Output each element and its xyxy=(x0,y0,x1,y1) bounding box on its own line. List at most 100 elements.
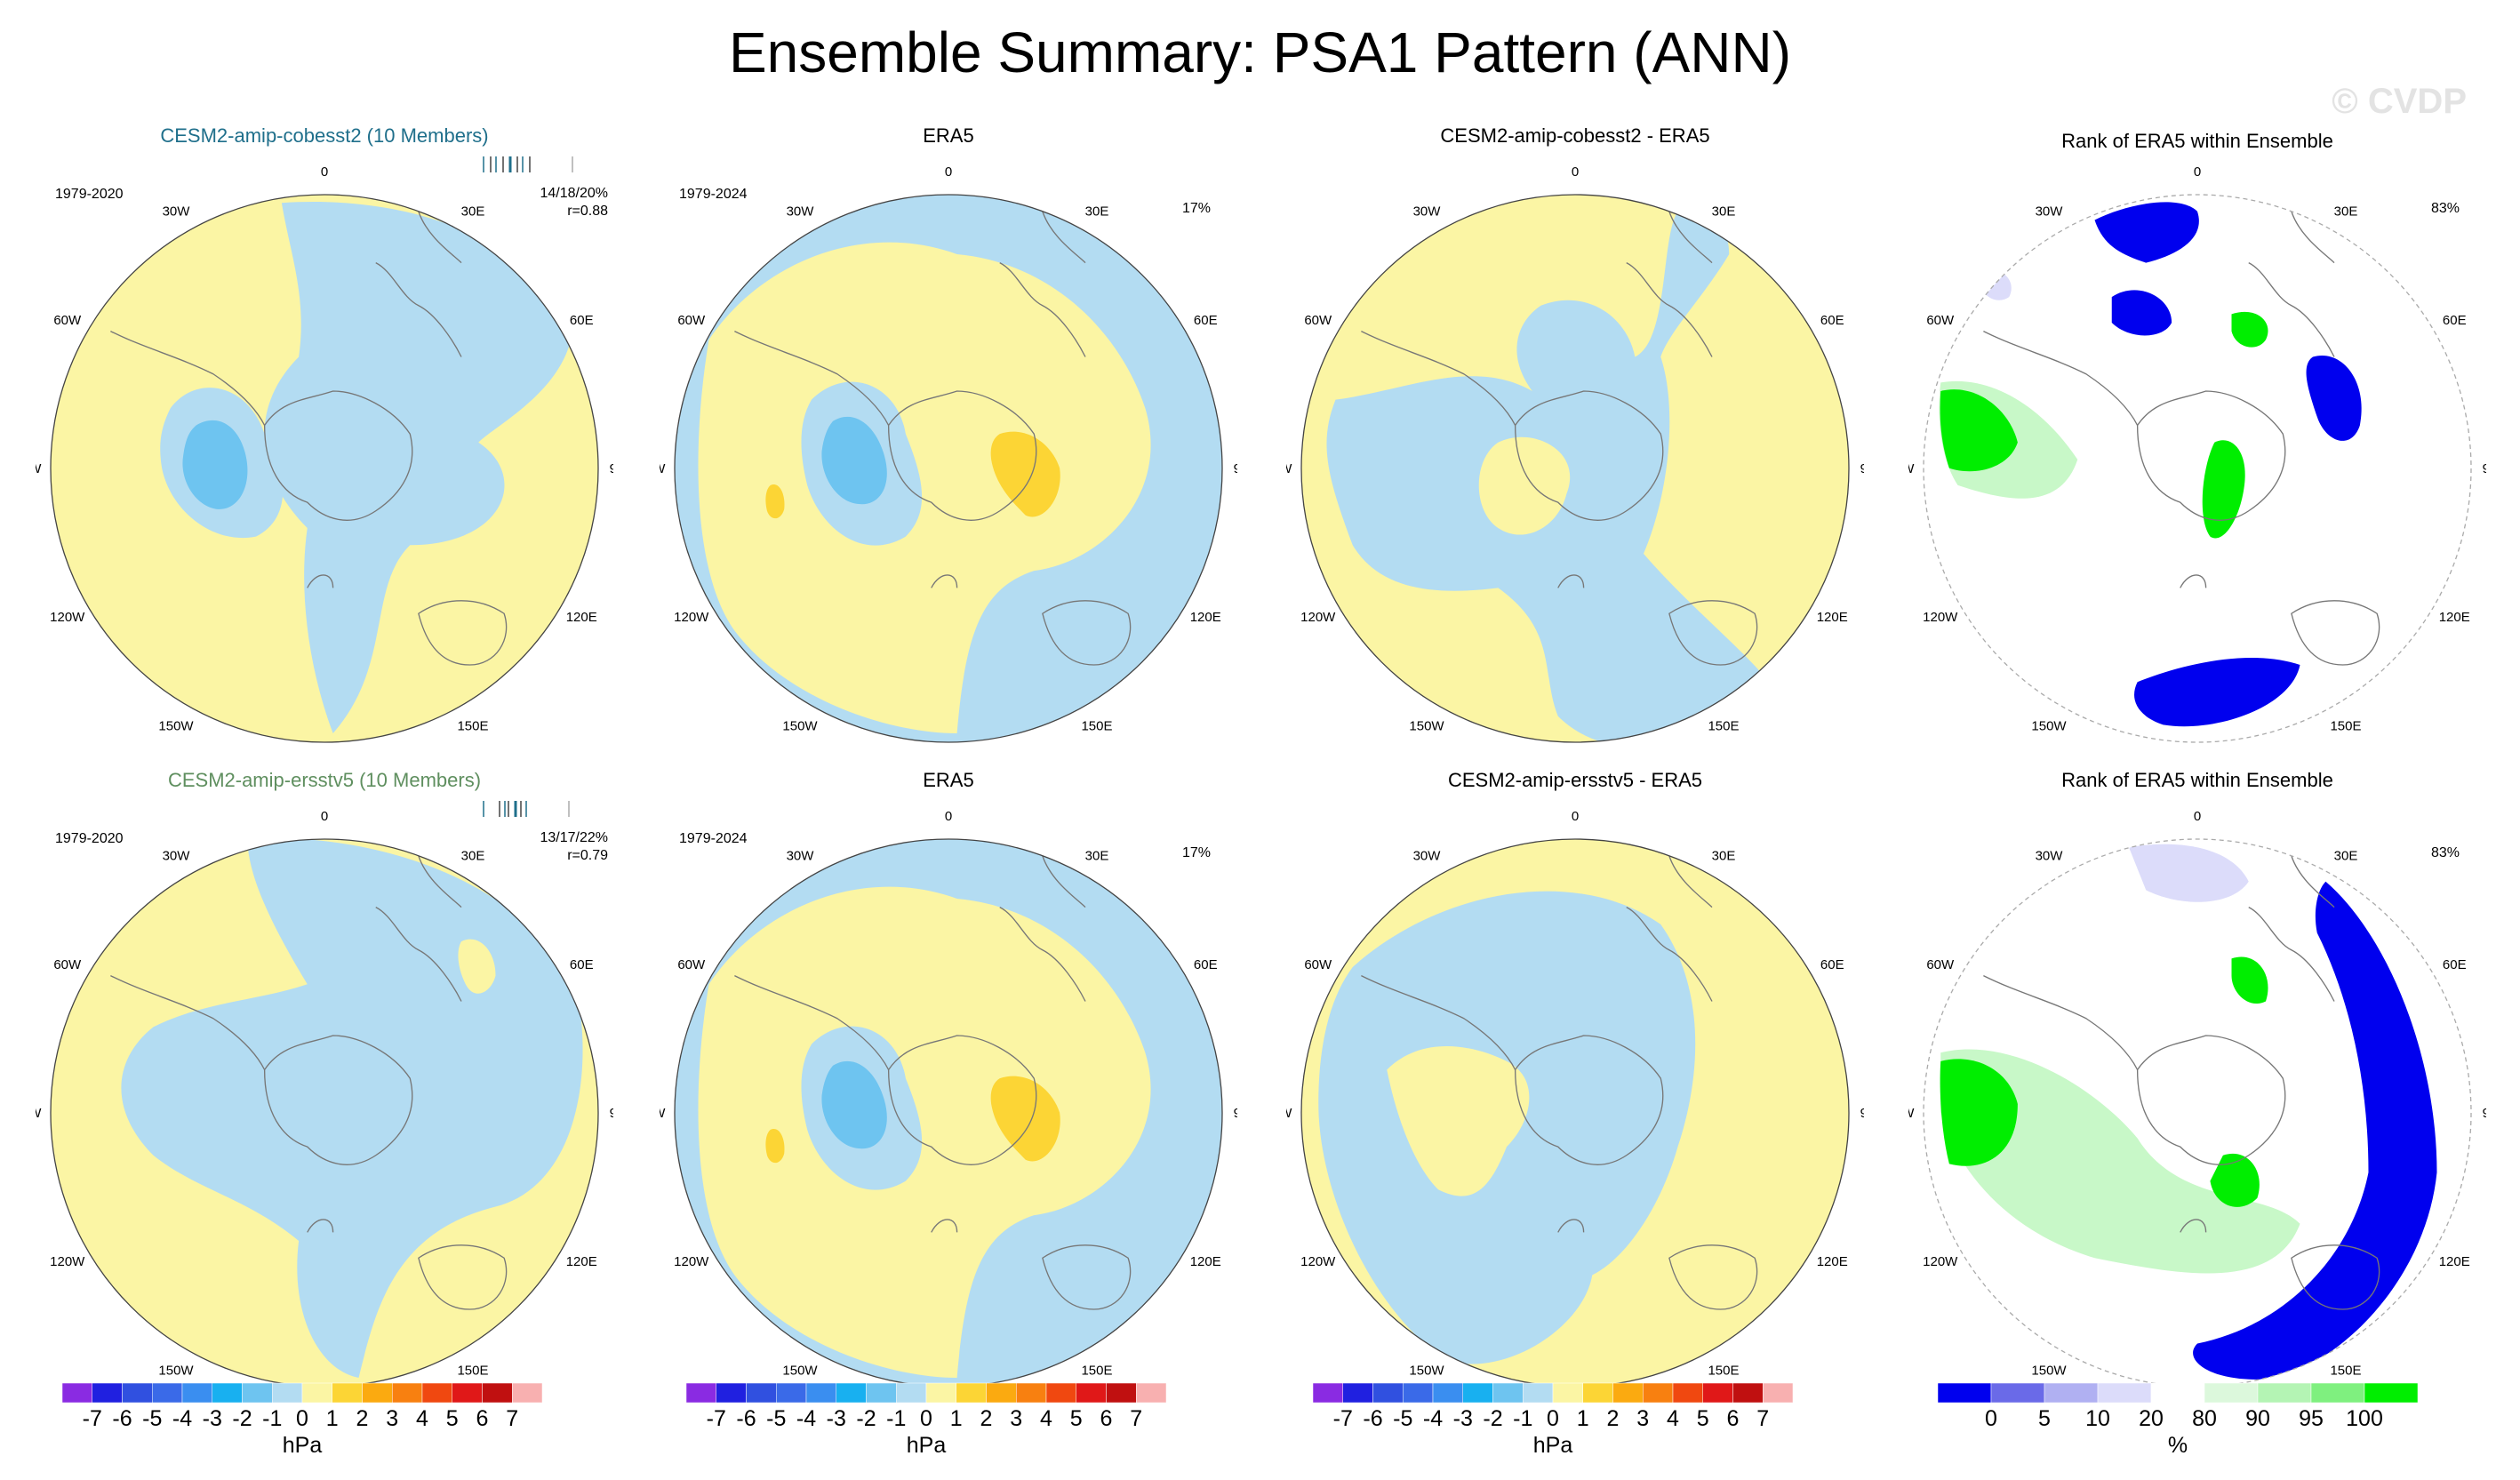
colorbar-swatch xyxy=(1732,1382,1764,1404)
longitude-label: 90W xyxy=(1286,461,1292,476)
colorbar-tick: -6 xyxy=(1363,1406,1382,1431)
longitude-label: 0 xyxy=(2194,164,2201,180)
longitude-label: 120W xyxy=(1923,610,1958,625)
colorbar-tick: 0 xyxy=(920,1406,932,1431)
longitude-label: 60E xyxy=(1820,957,1844,972)
colorbar-tick: 5 xyxy=(1070,1406,1083,1431)
variance-percent: 83% xyxy=(2430,845,2460,860)
polar-map: 030E60E90E120E150E180150W120W90W60W30W xyxy=(36,164,613,743)
longitude-label: 30W xyxy=(787,849,815,864)
colorbar-tick: 3 xyxy=(1010,1406,1022,1431)
longitude-label: 120W xyxy=(50,1254,85,1269)
colorbar-tick: -1 xyxy=(886,1406,906,1431)
longitude-label: 30W xyxy=(163,204,191,220)
map-panel-diff: CESM2-amip-cobesst2 - ERA5 0 30E 60E 90E 120E… xyxy=(1286,124,1864,836)
longitude-label: 30E xyxy=(461,849,485,864)
colorbar-swatch xyxy=(122,1382,153,1404)
longitude-label: 120E xyxy=(2439,1254,2470,1269)
colorbar-tick: -6 xyxy=(736,1406,756,1431)
contour-region-3 xyxy=(990,431,1060,517)
longitude-label: 60E xyxy=(570,313,594,328)
contour-region-5 xyxy=(1940,389,2018,472)
colorbar-tick: 6 xyxy=(1727,1406,1740,1431)
contour-region-3 xyxy=(1940,1059,2018,1166)
hpa-colorbar: -7 -6 -5 -4 -3 -2 -1 0 1 2 3 4 5 6 7 hPa xyxy=(53,1380,551,1464)
longitude-label: 30W xyxy=(1413,849,1442,864)
longitude-label: 30E xyxy=(1712,204,1736,220)
colorbar-swatch xyxy=(212,1382,243,1404)
colorbar-tick: -3 xyxy=(827,1406,846,1431)
colorbar-tick: 0 xyxy=(1547,1406,1559,1431)
longitude-label: 0 xyxy=(321,164,328,180)
panel-title: ERA5 xyxy=(923,769,974,791)
contour-region-7 xyxy=(2231,311,2268,348)
colorbar-tick: -4 xyxy=(796,1406,816,1431)
panel-title: CESM2-amip-cobesst2 (10 Members) xyxy=(160,124,489,147)
polar-map: 030E60E90E120E150E180150W120W90W60W30W xyxy=(1286,164,1864,743)
colorbar-swatch xyxy=(1552,1382,1583,1404)
longitude-label: 30W xyxy=(163,849,191,864)
variance-percent: 17% xyxy=(1181,845,1211,860)
colorbar-swatch xyxy=(362,1382,393,1404)
panel-title: Rank of ERA5 within Ensemble xyxy=(2061,769,2333,791)
longitude-label: 30E xyxy=(1085,204,1109,220)
colorbar-swatch xyxy=(1702,1382,1733,1404)
longitude-label: 90E xyxy=(610,1106,613,1121)
hpa-colorbar: -7 -6 -5 -4 -3 -2 -1 0 1 2 3 4 5 6 7 hPa xyxy=(677,1380,1175,1464)
longitude-label: 60W xyxy=(1304,957,1332,972)
longitude-label: 150W xyxy=(1409,1363,1444,1378)
colorbar-tick: 2 xyxy=(356,1406,369,1431)
colorbar-tick: -1 xyxy=(262,1406,282,1431)
colorbar-swatch xyxy=(2310,1382,2365,1404)
contour-region-0 xyxy=(698,886,1151,1378)
colorbar-unit: hPa xyxy=(1533,1433,1573,1458)
contour-region-0 xyxy=(2094,202,2199,263)
colorbar-tick: 2 xyxy=(980,1406,993,1431)
longitude-label: 90W xyxy=(660,461,666,476)
contour-region-0 xyxy=(2129,844,2249,902)
longitude-label: 120E xyxy=(566,610,597,625)
ensemble-spread-bar xyxy=(483,156,573,172)
polar-map: 030E60E90E120E150E180150W120W90W60W30W xyxy=(660,164,1237,743)
longitude-label: 150E xyxy=(1081,1363,1112,1378)
colorbar-swatch xyxy=(1372,1382,1404,1404)
colorbar-swatch xyxy=(1643,1382,1674,1404)
colorbar-unit: hPa xyxy=(907,1433,947,1458)
colorbar-swatch xyxy=(482,1382,513,1404)
longitude-label: 30E xyxy=(461,204,485,220)
colorbar-tick: -6 xyxy=(112,1406,132,1431)
colorbar-tick: 6 xyxy=(1100,1406,1113,1431)
longitude-label: 150W xyxy=(2031,1363,2067,1378)
longitude-label: 120E xyxy=(1190,1254,1221,1269)
longitude-label: 150E xyxy=(1708,1363,1739,1378)
longitude-label: 150W xyxy=(158,1363,194,1378)
contour-region-6 xyxy=(2202,440,2245,539)
longitude-label: 0 xyxy=(1572,809,1579,824)
longitude-label: 0 xyxy=(321,809,328,824)
colorbar-tick: 6 xyxy=(476,1406,489,1431)
longitude-label: 60E xyxy=(2443,957,2467,972)
longitude-label: 150W xyxy=(782,718,818,733)
colorbar-tick: -7 xyxy=(1333,1406,1353,1431)
contour-region-1 xyxy=(2111,290,2172,336)
polar-map: 030E60E90E120E150E180150W120W90W60W30W xyxy=(660,809,1237,1388)
map-panel-model: CESM2-amip-ersstv5 (10 Members) 1979-2020… xyxy=(36,769,613,1480)
colorbar-swatch xyxy=(2150,1382,2205,1404)
polar-map: 030E60E90E120E150E180150W120W90W60W30W xyxy=(1908,809,2486,1388)
colorbar-swatch xyxy=(685,1382,716,1404)
longitude-label: 120W xyxy=(1300,610,1336,625)
longitude-label: 60W xyxy=(53,957,82,972)
map-panel-rank: Rank of ERA5 within Ensemble 83% 0 30E 60E 90… xyxy=(1908,769,2486,1480)
colorbar-tick: 5 xyxy=(1697,1406,1709,1431)
longitude-label: 0 xyxy=(2194,809,2201,824)
colorbar-swatch xyxy=(2204,1382,2259,1404)
longitude-label: 30W xyxy=(2036,849,2064,864)
colorbar-tick: -5 xyxy=(1393,1406,1412,1431)
figure-title: Ensemble Summary: PSA1 Pattern (ANN) xyxy=(728,20,1792,84)
longitude-label: 60E xyxy=(2443,313,2467,328)
colorbar-swatch xyxy=(1432,1382,1463,1404)
longitude-label: 0 xyxy=(1572,164,1579,180)
longitude-label: 120W xyxy=(674,1254,709,1269)
longitude-label: 90E xyxy=(2483,1106,2486,1121)
polar-map: 030E60E90E120E150E180150W120W90W60W30W xyxy=(1908,164,2486,743)
